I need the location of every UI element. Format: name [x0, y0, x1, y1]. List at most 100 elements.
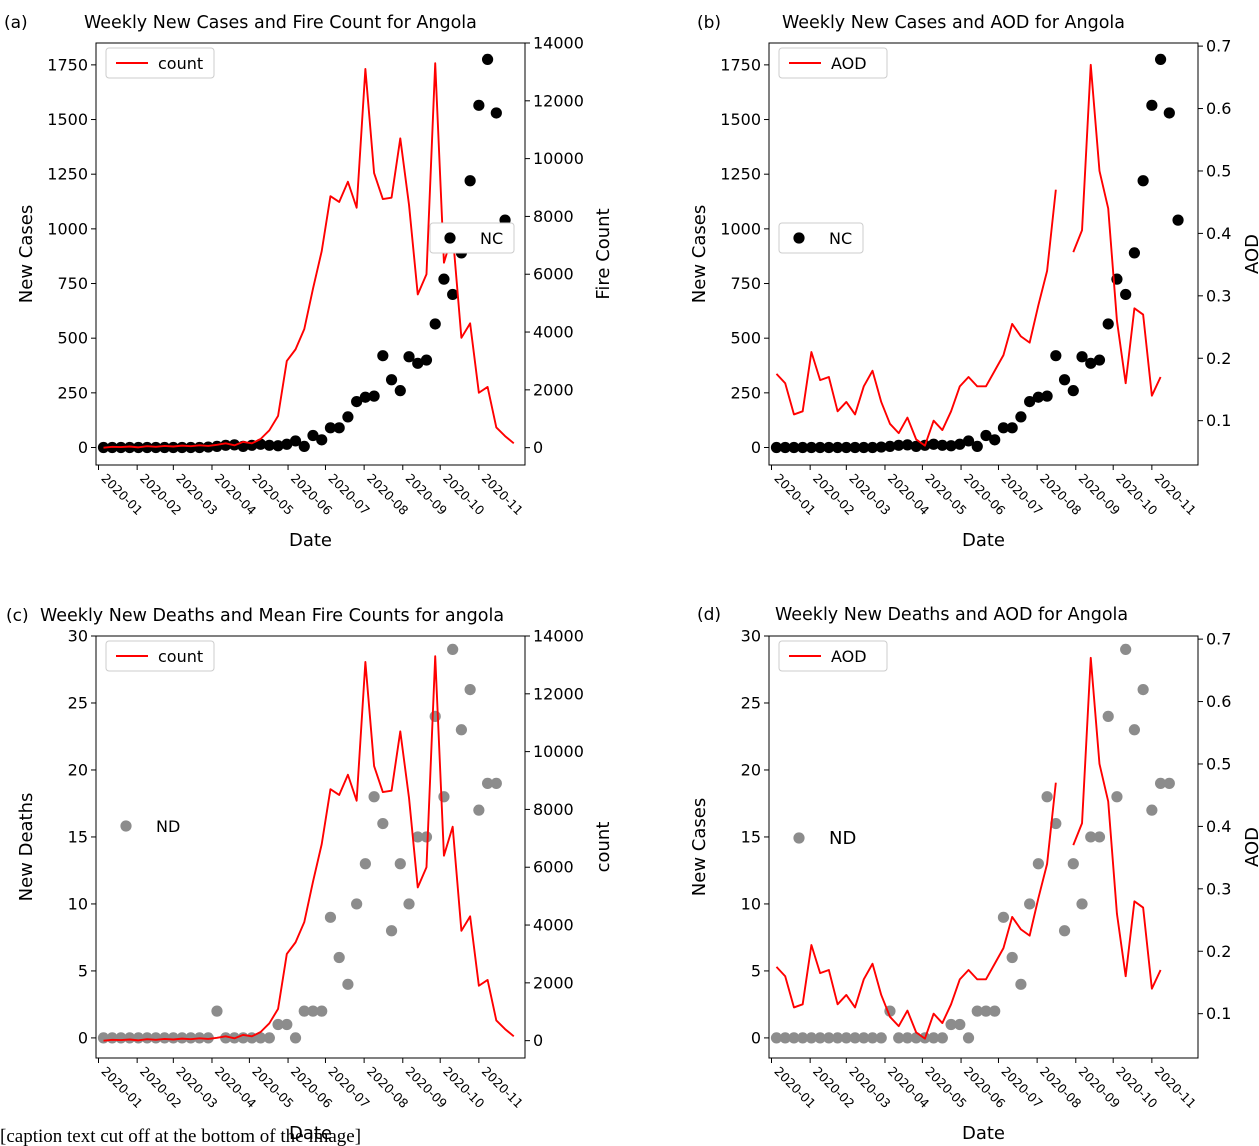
series-line	[1072, 656, 1162, 990]
series-line	[775, 189, 1057, 447]
data-point	[1154, 777, 1167, 789]
y2-tick-label: 10000	[533, 149, 584, 168]
y2-tick-label: 10000	[533, 742, 584, 761]
data-point	[481, 53, 494, 65]
data-point	[124, 441, 136, 454]
data-point	[884, 440, 896, 453]
data-point	[447, 288, 459, 301]
legend-label: NC	[480, 229, 503, 248]
data-point	[324, 422, 337, 434]
data-point	[893, 1032, 905, 1044]
data-point	[997, 911, 1010, 923]
data-point	[875, 1032, 887, 1044]
plot-frame	[768, 42, 1199, 466]
y2-tick-label: 0	[533, 438, 543, 457]
data-point	[875, 441, 887, 453]
y-tick-label: 1000	[720, 219, 761, 238]
legend-label: NC	[829, 229, 852, 248]
x-tick-label: 2020-11	[479, 1064, 527, 1112]
y2-tick-label: 4000	[533, 323, 574, 342]
y-tick-label: 0	[751, 438, 761, 457]
data-point	[1120, 288, 1132, 301]
y2-tick-label: 12000	[533, 91, 584, 110]
line-series	[103, 655, 515, 1042]
y-tick-label: 20	[741, 760, 761, 779]
plot-frame	[768, 635, 1199, 1059]
data-point	[158, 441, 171, 454]
legend-line: count	[105, 47, 215, 79]
data-point	[936, 439, 948, 451]
x-tick-label: 2020-05	[922, 471, 970, 519]
x-tick-label: 2020-07	[998, 471, 1046, 519]
data-point	[289, 1032, 302, 1044]
scatter-series	[770, 643, 1175, 1044]
data-point	[1041, 791, 1053, 803]
data-point	[385, 925, 398, 937]
legend-frame	[778, 640, 888, 672]
legend-label: AOD	[831, 54, 867, 73]
data-point	[1137, 683, 1149, 696]
x-tick-label: 2020-11	[1152, 1064, 1200, 1112]
y-tick-label: 15	[741, 827, 761, 846]
x-axis-label: Date	[289, 1123, 332, 1144]
data-point	[333, 951, 345, 964]
x-tick-label: 2020-05	[922, 1064, 970, 1112]
data-point	[420, 354, 433, 366]
data-point	[805, 1032, 818, 1044]
data-point	[394, 385, 406, 397]
data-point	[1024, 395, 1036, 408]
data-point	[1032, 391, 1044, 403]
legend-frame	[105, 640, 215, 672]
legend-scatter: NC	[429, 222, 515, 254]
x-tick-label: 2020-10	[1113, 1064, 1161, 1112]
legend-line: AOD	[778, 47, 888, 79]
x-tick-label: 2020-01	[98, 1064, 146, 1112]
data-point	[901, 1032, 914, 1044]
figure-caption: [caption text cut off at the bottom of t…	[0, 1126, 362, 1146]
y-tick-label: 25	[741, 693, 761, 712]
y2-tick-label: 8000	[533, 207, 574, 226]
data-point	[1093, 354, 1106, 366]
data-point	[840, 441, 852, 454]
y2-tick-label: 0.3	[1206, 286, 1231, 305]
y-tick-label: 250	[730, 383, 761, 402]
data-point	[464, 175, 476, 187]
y-tick-label: 750	[57, 274, 88, 293]
data-point	[858, 1032, 870, 1044]
x-axis-label: Date	[962, 1123, 1005, 1144]
y-tick-label: 20	[68, 760, 88, 779]
x-tick-label: 2020-08	[364, 1064, 412, 1112]
y-axis-label: New Cases	[16, 205, 37, 303]
data-point	[1015, 411, 1027, 423]
data-point	[797, 1032, 809, 1044]
data-point	[823, 1032, 835, 1044]
data-point	[849, 1032, 861, 1044]
y-tick-label: 1750	[47, 55, 88, 74]
panel-label: (c)	[6, 606, 29, 626]
data-point	[455, 724, 467, 736]
data-point	[814, 1032, 826, 1044]
x-tick-label: 2020-10	[440, 1064, 488, 1112]
data-point	[438, 273, 450, 285]
data-point	[928, 1032, 940, 1044]
legend-frame	[105, 47, 215, 79]
data-point	[831, 1032, 844, 1044]
legend-swatch	[444, 232, 456, 244]
data-point	[858, 441, 870, 454]
data-point	[176, 441, 188, 454]
scatter-series	[97, 643, 502, 1044]
y2-tick-label: 14000	[533, 627, 584, 646]
y2-tick-label: 6000	[533, 858, 574, 877]
data-point	[910, 440, 922, 453]
y2-tick-label: 0.6	[1206, 692, 1231, 711]
x-tick-label: 2020-10	[1113, 471, 1161, 519]
data-point	[945, 1018, 957, 1031]
legend-scatter: ND	[120, 817, 180, 836]
series-line	[103, 62, 515, 449]
x-tick-label: 2020-07	[325, 471, 373, 519]
legend-label: ND	[156, 817, 180, 836]
data-point	[412, 357, 424, 369]
y-tick-label: 25	[68, 693, 88, 712]
data-point	[490, 107, 502, 119]
